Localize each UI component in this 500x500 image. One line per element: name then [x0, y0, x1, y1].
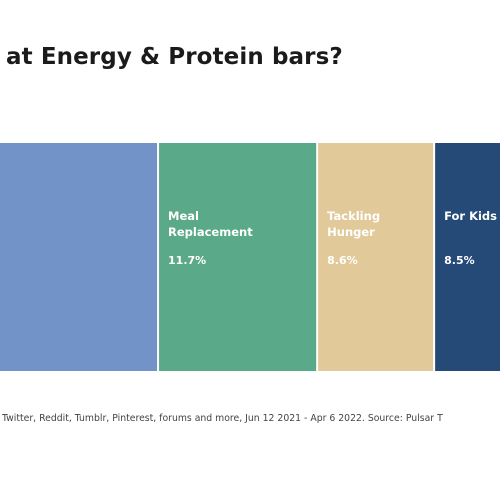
bar-segment-tackling-hunger: [318, 143, 434, 371]
segment-value-tackling-hunger: 8.6%: [327, 254, 358, 267]
segment-label-meal-replacement-line-2: Replacement: [168, 225, 253, 239]
chart-title: at Energy & Protein bars?: [6, 44, 343, 70]
source-note: Twitter, Reddit, Tumblr, Pinterest, foru…: [2, 413, 443, 424]
segment-value-meal-replacement: 11.7%: [168, 254, 206, 267]
stacked-bar-chart: WorkoutSupport26.4%MealReplacement11.7%T…: [0, 143, 500, 371]
segment-label-for-kids: For Kids: [444, 209, 497, 223]
bar-segment-meal-replacement: [159, 143, 317, 371]
segment-label-meal-replacement-line-1: Meal: [168, 209, 199, 223]
segment-label-tackling-hunger-line-2: Hunger: [327, 225, 375, 239]
bar-segment-workout-support: [0, 143, 158, 371]
segment-label-tackling-hunger-line-1: Tackling: [327, 209, 380, 223]
segment-value-for-kids: 8.5%: [444, 254, 475, 267]
bar-segment-for-kids: [435, 143, 500, 371]
